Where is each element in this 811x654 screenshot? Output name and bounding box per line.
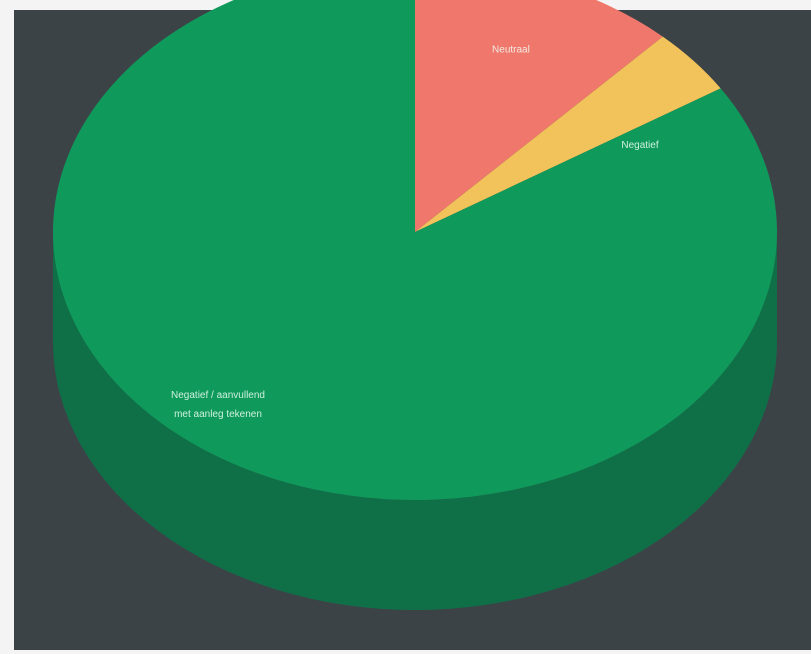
pie-side-wall (53, 232, 777, 610)
slice-label-1: Negatief (621, 140, 658, 151)
pie-side (53, 232, 777, 610)
pie-slices (53, 0, 777, 500)
slice-labels: Neutraal Negatief Negatief / aanvullend met… (171, 45, 659, 420)
pie-slice-0 (415, 0, 663, 232)
pie-slice-1 (415, 36, 721, 232)
slice-label-2: Negatief / aanvullend met aanleg tekenen (171, 390, 265, 420)
slice-label-0: Neutraal (492, 45, 530, 56)
pie-slice-2 (53, 0, 777, 500)
